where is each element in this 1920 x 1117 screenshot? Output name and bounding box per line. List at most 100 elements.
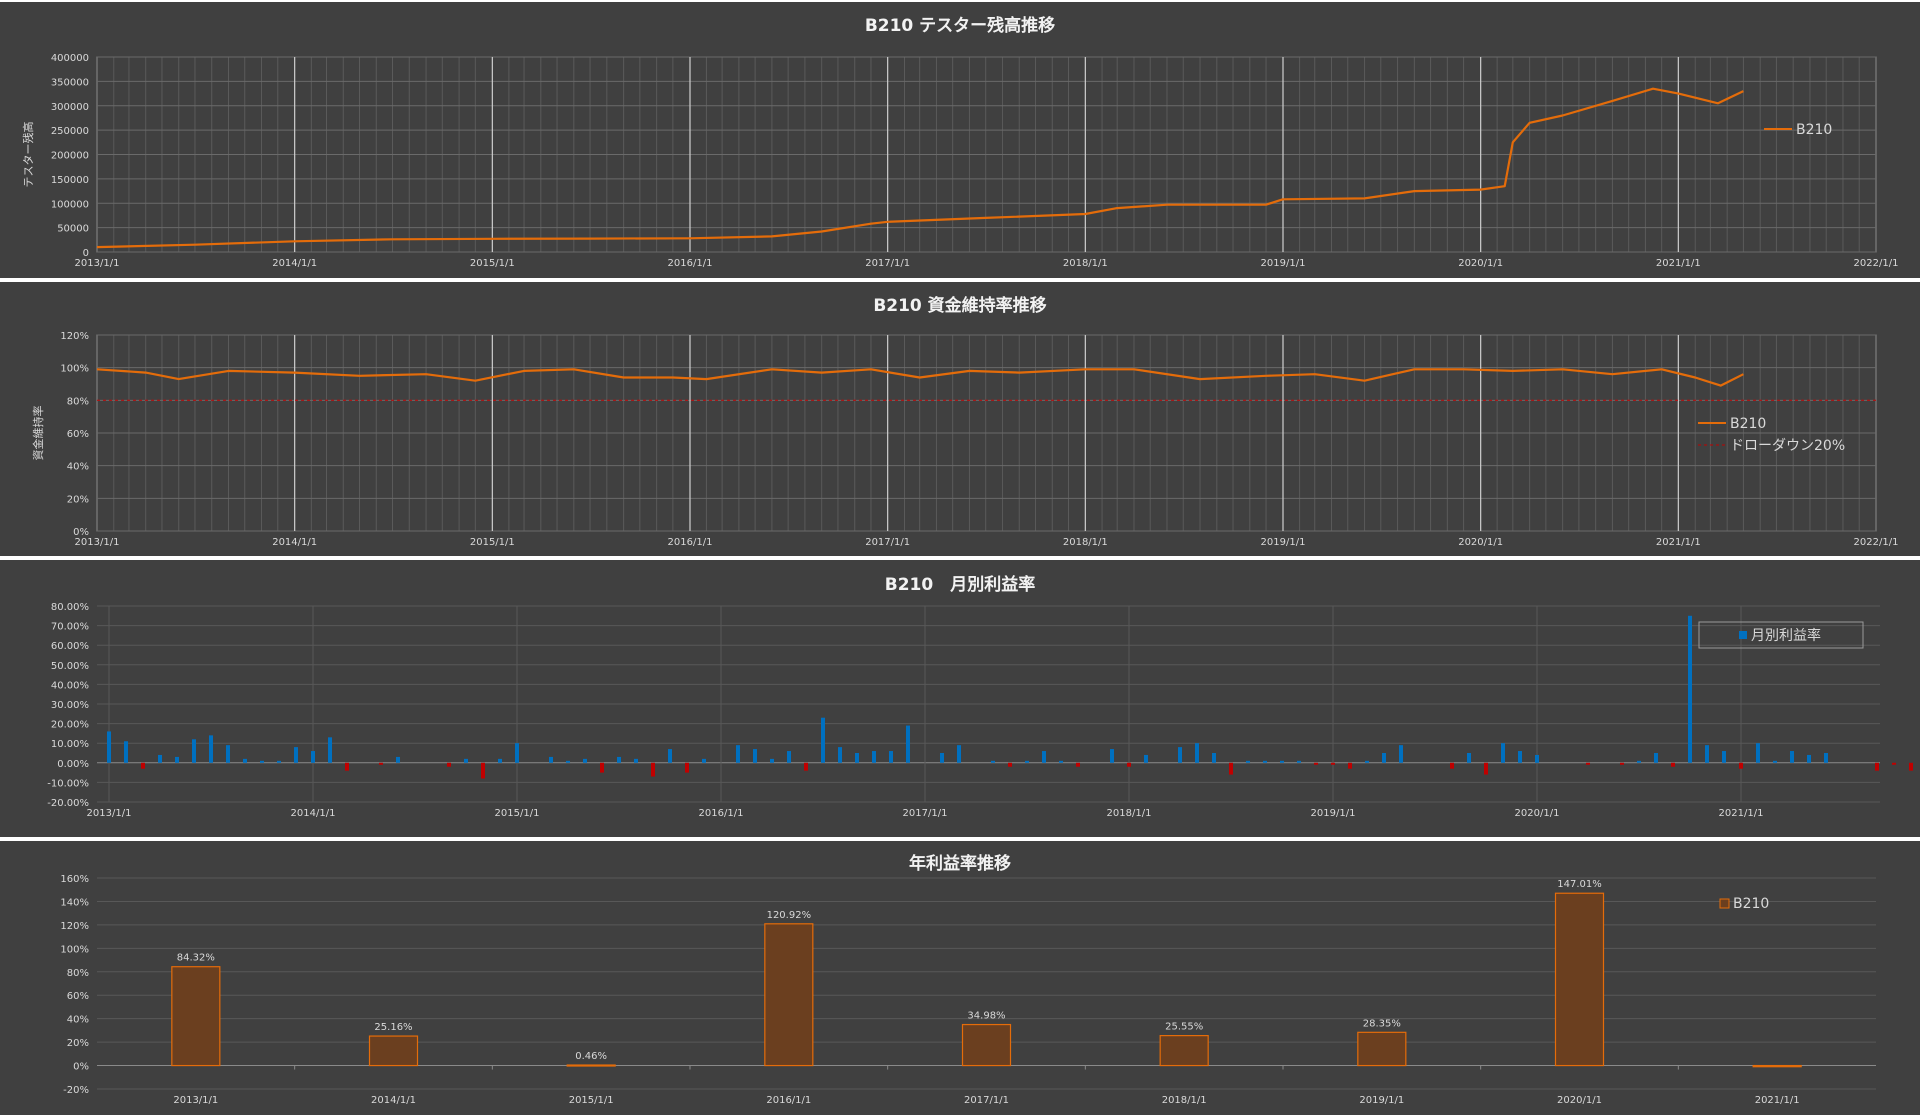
bar: [1357, 1031, 1407, 1067]
bar: [1195, 743, 1199, 763]
bar: [1752, 1064, 1802, 1068]
legend-label: 月別利益率: [1751, 627, 1821, 644]
bar: [1450, 762, 1454, 769]
bar: [481, 762, 485, 779]
bar: [1722, 751, 1726, 763]
bar: [209, 735, 213, 763]
x-tick-label: 2017/1/1: [964, 1095, 1009, 1106]
x-tick-label: 2019/1/1: [1359, 1095, 1404, 1106]
y-tick-label: 70.00%: [51, 622, 89, 633]
bar: [1229, 762, 1233, 775]
bar: [1909, 762, 1913, 771]
bar: [566, 760, 570, 763]
y-tick-label: 60.00%: [51, 641, 89, 652]
y-tick-label: 0%: [73, 527, 89, 538]
x-tick-label: 2019/1/1: [1311, 808, 1356, 819]
bar: [764, 923, 814, 1067]
bar: [1159, 1035, 1209, 1067]
y-tick-label: -20%: [63, 1085, 89, 1096]
bar: [1824, 753, 1828, 763]
bar: [617, 756, 621, 763]
bar: [940, 753, 944, 763]
margin-chart-panel: B210 資金維持率推移 0% 20% 40% 60% 80% 100% 120% 2013/1…: [0, 282, 1920, 556]
y-tick-label: -10.00%: [47, 778, 89, 789]
bar: [702, 758, 706, 763]
bar: [549, 756, 553, 763]
y-tick-label: 300000: [51, 102, 89, 113]
x-tick-label: 2020/1/1: [1458, 258, 1503, 269]
y-tick-label: 0.00%: [57, 759, 89, 770]
x-tick-label: 2018/1/1: [1063, 537, 1108, 548]
bar: [1331, 762, 1335, 765]
legend-label: B210: [1730, 416, 1766, 432]
x-tick-label: 2019/1/1: [1261, 258, 1306, 269]
bar: [736, 745, 740, 763]
bar: [770, 758, 774, 763]
x-tick-label: 2015/1/1: [470, 537, 515, 548]
data-label: 147.01%: [1557, 879, 1602, 890]
bar: [1263, 760, 1267, 763]
bar: [260, 760, 264, 763]
bar: [1705, 745, 1709, 763]
bar: [124, 741, 128, 763]
bar: [1875, 762, 1879, 771]
x-tick-label: 2018/1/1: [1063, 258, 1108, 269]
bar: [171, 966, 221, 1067]
legend-label: ドローダウン20%: [1730, 438, 1845, 454]
bar: [1688, 615, 1692, 763]
x-tick-label: 2020/1/1: [1458, 537, 1503, 548]
y-tick-label: 80.00%: [51, 602, 89, 613]
x-tick-label: 2013/1/1: [75, 258, 120, 269]
y-tick-label: 60%: [67, 991, 89, 1002]
chart-title: B210 資金維持率推移: [873, 295, 1046, 316]
bar: [345, 762, 349, 771]
balance-chart: B210 テスター残高推移 0 50000 100000 150000 200000 250…: [21, 15, 1898, 269]
bar: [515, 743, 519, 763]
margin-ratio-chart: B210 資金維持率推移 0% 20% 40% 60% 80% 100% 120% 2013/1…: [31, 295, 1899, 548]
y-tick-label: 20%: [67, 1038, 89, 1049]
bar: [838, 747, 842, 763]
bar: [1144, 754, 1148, 763]
chart-title: B210 月別利益率: [885, 574, 1035, 595]
monthly-chart-panel: B210 月別利益率 -20.00% -10.00% 0.00% 10.00% 20.00…: [0, 560, 1920, 837]
y-tick-label: 20.00%: [51, 720, 89, 731]
bar: [821, 717, 825, 763]
y-tick-label: 30.00%: [51, 700, 89, 711]
bar: [1892, 762, 1896, 765]
data-label: 25.55%: [1165, 1022, 1203, 1033]
bar: [1127, 762, 1131, 767]
bar: [1501, 743, 1505, 763]
bar: [141, 762, 145, 769]
y-tick-label: -20.00%: [47, 798, 89, 809]
bar: [498, 758, 502, 763]
bar: [1314, 762, 1318, 765]
x-tick-label: 2016/1/1: [766, 1095, 811, 1106]
bar: [379, 762, 383, 765]
legend-swatch: [1739, 631, 1747, 639]
bar: [1110, 749, 1114, 763]
x-tick-label: 2014/1/1: [291, 808, 336, 819]
bar: [566, 1064, 616, 1067]
x-tick-label: 2019/1/1: [1261, 537, 1306, 548]
bar: [107, 731, 111, 763]
bar: [1554, 892, 1605, 1067]
y-tick-label: 80%: [67, 396, 89, 407]
x-tick-label: 2017/1/1: [865, 258, 910, 269]
bar: [1671, 762, 1675, 767]
y-tick-label: 250000: [51, 126, 89, 137]
bar: [872, 751, 876, 763]
bar: [1620, 762, 1624, 765]
x-tick-label: 2016/1/1: [668, 537, 713, 548]
bar: [1008, 762, 1012, 767]
y-tick-label: 50000: [57, 224, 89, 235]
bar: [1654, 753, 1658, 763]
y-tick-label: 10.00%: [51, 739, 89, 750]
x-tick-label: 2021/1/1: [1755, 1095, 1800, 1106]
bar: [1059, 760, 1063, 763]
chart-title: 年利益率推移: [909, 853, 1011, 874]
x-tick-label: 2022/1/1: [1854, 537, 1899, 548]
y-tick-label: 40%: [67, 462, 89, 473]
y-tick-label: 20%: [67, 494, 89, 505]
bar: [192, 739, 196, 763]
x-tick-label: 2021/1/1: [1656, 258, 1701, 269]
